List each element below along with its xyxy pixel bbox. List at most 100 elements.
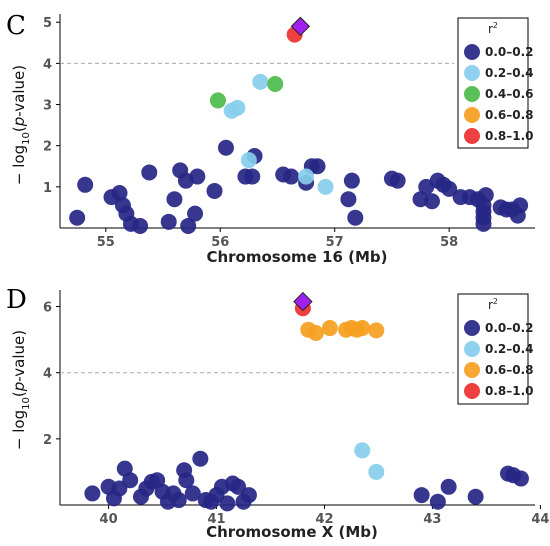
data-point	[240, 487, 257, 504]
legend: r2 0.0–0.2 0.2–0.4 0.4–0.6 0.6–0.8 0.8–1.0	[457, 17, 534, 149]
y-tick-label: 1	[43, 181, 52, 196]
legend-label: 0.0–0.2	[485, 321, 534, 335]
y-tick-label: 2	[43, 140, 52, 155]
data-point	[512, 197, 529, 214]
legend-label: 0.6–0.8	[485, 363, 534, 377]
data-point	[111, 480, 128, 497]
x-tick-label: 58	[440, 235, 458, 250]
legend-label: 0.8–1.0	[485, 384, 534, 398]
x-tick-label: 57	[326, 235, 344, 250]
data-point	[283, 168, 300, 185]
data-point	[122, 472, 139, 489]
data-point	[512, 470, 529, 487]
x-tick-label: 55	[97, 235, 115, 250]
data-point	[413, 487, 430, 504]
legend-label: 0.0–0.2	[485, 45, 534, 59]
y-axis-title-p: p	[10, 117, 28, 128]
data-point	[69, 209, 86, 226]
y-tick-label: 4	[43, 57, 52, 72]
legend-swatch	[464, 65, 480, 81]
data-point	[240, 152, 257, 169]
y-tick-label: 3	[43, 99, 52, 114]
y-tick-label: 4	[43, 367, 52, 382]
legend-label: 0.4–0.6	[485, 87, 534, 101]
data-point	[209, 92, 226, 109]
data-point	[84, 485, 101, 502]
panel-letter: D	[6, 285, 27, 315]
data-point	[347, 209, 364, 226]
plot-area: 2 4 6 40 41 42 43 44	[43, 290, 549, 527]
legend-label: 0.8–1.0	[485, 129, 534, 143]
x-tick-label: 42	[315, 512, 333, 527]
data-point	[354, 320, 371, 337]
y-axis-title-suffix: (	[10, 391, 28, 397]
x-axis-title: Chromosome 16 (Mb)	[206, 248, 387, 266]
legend-title-r: r	[488, 298, 493, 312]
data-point	[180, 217, 197, 234]
x-tick-label: 43	[423, 512, 441, 527]
data-point	[340, 191, 357, 208]
data-point	[192, 450, 209, 467]
y-tick-label: 6	[43, 301, 52, 316]
data-point	[429, 493, 446, 510]
legend-label: 0.2–0.4	[485, 342, 534, 356]
data-point	[389, 172, 406, 189]
data-point	[343, 172, 360, 189]
y-axis-title-suffix: (	[10, 126, 28, 132]
y-axis-title-end: -value)	[10, 65, 28, 117]
data-point	[166, 191, 183, 208]
legend-swatch	[464, 362, 480, 378]
legend-swatch	[464, 44, 480, 60]
legend-swatch	[464, 320, 480, 336]
legend-swatch	[464, 341, 480, 357]
lead-snp-marker	[290, 16, 311, 37]
data-point	[440, 478, 457, 495]
y-axis-title-subscript: 10	[21, 397, 32, 410]
y-axis-title-end: -value)	[10, 330, 28, 382]
legend-label: 0.6–0.8	[485, 108, 534, 122]
data-point	[317, 178, 334, 195]
data-point	[189, 168, 206, 185]
data-point	[368, 463, 385, 480]
data-point	[252, 73, 269, 90]
y-axis-title-p: p	[10, 382, 28, 393]
data-point	[354, 442, 371, 459]
legend-swatch	[464, 107, 480, 123]
data-point	[141, 164, 158, 181]
legend-title: r2	[488, 297, 498, 312]
data-point	[467, 488, 484, 505]
data-point	[309, 158, 326, 175]
data-point	[178, 472, 195, 489]
panel-d: D 2 4 6 40 41 42 43 44 Chromosome X (Mb) − log1…	[0, 272, 550, 542]
legend-title-superscript: 2	[493, 21, 498, 30]
data-point	[321, 320, 338, 337]
legend: r2 0.0–0.2 0.2–0.4 0.6–0.8 0.8–1.0	[457, 293, 534, 405]
data-point	[206, 182, 223, 199]
data-point	[170, 492, 187, 509]
data-point	[267, 75, 284, 92]
y-tick-label: 2	[43, 433, 52, 448]
data-point	[229, 99, 246, 116]
lead-snp-marker	[293, 291, 313, 312]
chart-d-svg: D 2 4 6 40 41 42 43 44 Chromosome X (Mb) − log1…	[6, 285, 549, 541]
data-point	[111, 185, 128, 202]
data-point	[77, 176, 94, 193]
data-point	[187, 205, 204, 222]
legend-box	[457, 17, 529, 149]
x-tick-label: 44	[531, 512, 549, 527]
data-point	[368, 322, 385, 339]
x-tick-label: 41	[207, 512, 225, 527]
y-tick-label: 5	[43, 16, 52, 31]
y-axis-title: − log10(p-value)	[10, 330, 32, 450]
data-point	[217, 139, 234, 156]
legend-swatch	[464, 383, 480, 399]
legend-title-r: r	[488, 22, 493, 36]
data-point	[244, 168, 261, 185]
x-tick-label: 40	[100, 512, 118, 527]
panel-c: C 1 2 3 4 5 55 56 57 58 Chromosome 16 (Mb) − log…	[0, 0, 550, 270]
data-point	[441, 180, 458, 197]
legend-title: r2	[488, 21, 498, 36]
data-point	[307, 325, 324, 341]
